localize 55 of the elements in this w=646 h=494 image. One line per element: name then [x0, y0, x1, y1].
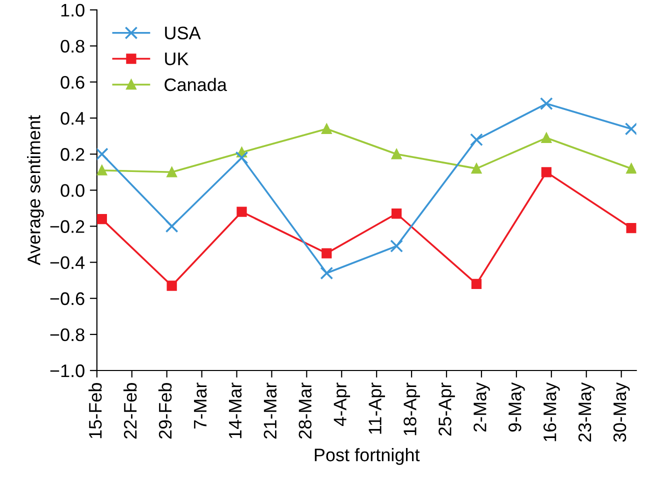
y-tick-label: 0.2	[60, 148, 84, 161]
point	[392, 149, 402, 160]
point	[392, 208, 402, 219]
x-tick-label: 11-Apr	[368, 382, 386, 434]
point	[470, 133, 483, 146]
x-tick-label: 21-Mar	[264, 382, 277, 439]
legend-label: UK	[165, 52, 189, 66]
x-axis-title: Post fortnight	[314, 448, 420, 465]
x-tick-label: 22-Feb	[123, 383, 137, 439]
x-tick-label: 16-May	[543, 382, 560, 442]
point	[541, 167, 552, 178]
point	[166, 280, 177, 291]
point	[322, 248, 332, 258]
x-tick-label: 18-Apr	[404, 382, 420, 436]
y-tick-label: 0.8	[60, 40, 84, 53]
point	[541, 132, 552, 143]
y-tick-label: −0.2	[50, 220, 84, 233]
x-tick-label: 29-Feb	[158, 383, 172, 439]
y-tick-label: −0.8	[50, 328, 84, 342]
point	[235, 151, 248, 164]
x-tick-label: 4-Apr	[334, 382, 350, 426]
point	[626, 222, 636, 234]
point	[236, 206, 247, 217]
x-tick-label: 30-May	[613, 382, 630, 442]
point	[626, 163, 636, 174]
point	[320, 266, 334, 280]
point	[96, 148, 108, 161]
y-tick-label: 0.6	[60, 76, 84, 89]
x-tick-label: 2-May	[474, 382, 490, 432]
point	[166, 167, 177, 178]
y-tick-label: 0.4	[60, 112, 85, 125]
y-axis-title: Average sentiment	[27, 115, 44, 266]
point	[471, 278, 482, 290]
point	[96, 165, 107, 176]
point	[96, 214, 107, 224]
y-tick-label: 0.0	[60, 184, 84, 197]
x-tick-label: 15-Feb	[88, 383, 102, 438]
y-tick-label: −0.6	[50, 292, 84, 306]
point	[624, 122, 636, 136]
point	[540, 97, 553, 110]
point	[165, 220, 178, 233]
legend-label: Canada	[164, 78, 227, 92]
point	[390, 240, 404, 253]
point	[322, 124, 332, 134]
x-tick-label: 28-Mar	[298, 382, 312, 439]
legend-label: USA	[165, 26, 201, 40]
y-tick-label: 1.0	[61, 4, 84, 17]
x-tick-label: 25-Apr	[438, 382, 455, 436]
x-tick-label: 9-May	[508, 382, 525, 432]
point	[471, 163, 482, 174]
x-tick-label: 7-Mar	[194, 382, 207, 429]
y-tick-label: −1.0	[50, 364, 84, 378]
x-tick-label: 23-May	[578, 382, 595, 442]
y-tick-label: −0.4	[50, 256, 85, 270]
x-tick-label: 14-Mar	[228, 382, 242, 438]
